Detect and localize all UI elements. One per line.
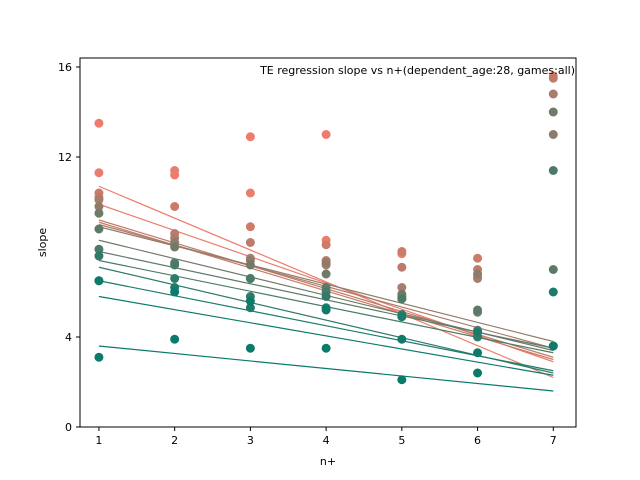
y-tick-label: 4 <box>65 331 72 344</box>
data-point-7-1 <box>94 208 104 218</box>
data-point-4-3 <box>245 238 255 247</box>
fit-line-12 <box>98 295 554 376</box>
data-point-8-6 <box>473 305 483 315</box>
data-point-11-3 <box>245 303 255 313</box>
data-point-9-1 <box>94 244 104 254</box>
data-point-2-2 <box>170 166 180 175</box>
data-point-13-1 <box>94 352 104 362</box>
data-point-9-3 <box>245 274 255 283</box>
y-tick-label: 0 <box>65 421 72 434</box>
data-point-12-1 <box>94 276 104 286</box>
data-point-7-3 <box>245 260 255 270</box>
data-point-9-7 <box>548 166 558 175</box>
data-point-11-6 <box>473 328 483 337</box>
data-point-13-2 <box>170 334 180 344</box>
data-point-7-7 <box>548 107 558 117</box>
x-tick-label: 1 <box>95 434 102 447</box>
data-point-13-5 <box>397 375 407 385</box>
data-point-3-5 <box>397 247 407 256</box>
data-point-12-4 <box>321 305 331 315</box>
data-point-1-4 <box>321 130 331 139</box>
data-point-7-2 <box>170 242 180 252</box>
data-point-2-3 <box>245 188 255 198</box>
data-points <box>94 71 558 385</box>
fit-line-1 <box>98 185 554 379</box>
data-point-3-4 <box>321 240 331 250</box>
data-point-5-7 <box>548 89 558 99</box>
data-point-13-6 <box>473 368 483 378</box>
data-point-6-4 <box>321 258 331 268</box>
data-point-8-7 <box>548 265 558 274</box>
fit-line-13 <box>98 345 554 392</box>
x-tick-label: 7 <box>550 434 557 447</box>
data-point-10-1 <box>94 251 104 261</box>
x-axis-ticks: 1 2 3 4 5 6 7 <box>95 427 557 447</box>
data-point-12-2 <box>170 287 180 297</box>
data-point-5-1 <box>94 195 104 205</box>
data-point-3-2 <box>170 202 180 211</box>
x-tick-label: 6 <box>474 434 481 447</box>
plot-frame <box>79 57 577 428</box>
data-point-3-6 <box>473 253 483 263</box>
data-point-5-5 <box>397 283 407 292</box>
data-point-12-5 <box>397 334 407 344</box>
y-tick-label: 16 <box>58 61 72 74</box>
x-tick-label: 4 <box>323 434 330 447</box>
chart-title: TE regression slope vs n+(dependent_age:… <box>259 64 575 77</box>
y-axis-label: slope <box>36 228 49 257</box>
x-tick-label: 2 <box>171 434 178 447</box>
data-point-4-7 <box>548 73 558 83</box>
data-point-10-4 <box>321 292 331 301</box>
data-point-13-4 <box>321 343 331 353</box>
x-axis-label: n+ <box>320 455 336 468</box>
y-axis-ticks: 0 4 12 16 <box>58 61 80 434</box>
data-point-9-2 <box>170 260 180 270</box>
data-point-7-4 <box>321 269 331 279</box>
data-point-2-1 <box>94 168 104 178</box>
data-point-4-5 <box>397 262 407 272</box>
x-tick-label: 5 <box>398 434 405 447</box>
y-tick-label: 12 <box>58 151 72 164</box>
data-point-6-6 <box>473 269 483 279</box>
data-point-8-1 <box>94 224 104 234</box>
data-point-12-7 <box>548 341 558 351</box>
x-tick-label: 3 <box>247 434 254 447</box>
data-point-12-3 <box>245 296 255 306</box>
data-point-11-5 <box>397 312 407 322</box>
data-point-11-7 <box>548 287 558 297</box>
data-point-9-5 <box>397 294 407 304</box>
data-point-13-3 <box>245 343 255 353</box>
data-point-1-3 <box>245 132 255 142</box>
data-point-10-2 <box>170 274 180 283</box>
data-point-1-1 <box>94 118 104 128</box>
data-point-6-7 <box>548 130 558 139</box>
data-point-3-3 <box>245 222 255 232</box>
data-point-12-6 <box>473 348 483 358</box>
data-point-6-1 <box>94 202 104 211</box>
